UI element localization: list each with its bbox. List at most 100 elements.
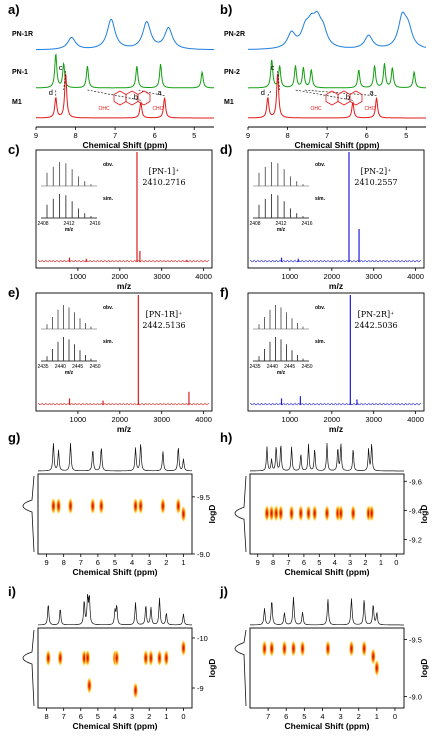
inset-x-label: m/z xyxy=(65,227,74,233)
ring xyxy=(325,90,339,106)
x-tick-label: 5 xyxy=(404,131,408,140)
peak-letter: c xyxy=(59,63,63,72)
panel-d: d) 1000 2000 3000 4000 m/z [PN-2]⁺ 2410.2557 obv… xyxy=(220,142,425,291)
dosy-spot xyxy=(325,640,331,657)
x-tick-label: 2 xyxy=(164,558,168,567)
panel-h: h) 9 8 7 6 5 4 3 2 1 0 Chemical Shift (ppm) -9.6 -9.4… xyxy=(220,430,429,577)
series-line xyxy=(248,11,427,50)
dosy-spot xyxy=(133,498,138,514)
x-tick-label: 3000 xyxy=(153,415,170,424)
x-tick-label: 3 xyxy=(339,712,343,721)
x-tick-label: 6 xyxy=(302,558,306,567)
y-tick-label: -9.6 xyxy=(409,477,422,486)
plot-frame xyxy=(37,473,193,555)
x-tick-label: 4000 xyxy=(407,272,424,281)
dosy-spot xyxy=(269,505,274,522)
annotation-ion: [PN-2]⁺ xyxy=(361,167,392,176)
x-axis-label: Chemical Shift (ppm) xyxy=(82,140,167,150)
x-tick-label: 3000 xyxy=(153,272,170,281)
series-line xyxy=(248,59,426,89)
annotation-ion: [PN-1]⁺ xyxy=(149,167,180,176)
isotope-inset: obv. sim. 2435 2440 2445 2450 m/z xyxy=(37,305,114,376)
x-tick-label: 4 xyxy=(130,558,134,567)
peak-letter: a xyxy=(369,88,374,97)
series-line xyxy=(36,53,214,89)
y-axis-label: logD xyxy=(419,505,429,524)
dosy-spot xyxy=(361,640,367,657)
x-tick-label: 1 xyxy=(375,712,379,721)
inset-sim-label: sim. xyxy=(103,196,114,202)
baseline xyxy=(250,259,421,263)
x-tick-label: 4000 xyxy=(407,415,424,424)
inset-obv-label: obv. xyxy=(103,162,114,168)
x-tick-label: 3 xyxy=(348,558,352,567)
dosy-spot xyxy=(157,650,162,666)
isotope-inset: obv. sim. 2435 2440 2445 2450 m/z xyxy=(249,305,326,376)
x-tick-label: 6 xyxy=(79,712,83,721)
panel-label: g) xyxy=(8,430,20,445)
projection-spectrum xyxy=(250,442,404,472)
molecule-structure: OHC CHO xyxy=(310,90,376,112)
dosy-spot xyxy=(289,505,294,522)
x-tick-label: 6 xyxy=(153,131,157,140)
dosy-spot xyxy=(350,505,356,522)
dosy-spot xyxy=(114,650,120,666)
series-label: M1 xyxy=(12,99,22,106)
x-tick-label: 0 xyxy=(393,712,397,721)
molecule-label: CHO xyxy=(152,106,163,112)
inset-x-label: m/z xyxy=(277,370,286,376)
x-tick-label: 4 xyxy=(113,712,117,721)
x-tick-label: 2 xyxy=(357,712,361,721)
dosy-spot xyxy=(181,506,186,522)
x-tick-label: 0 xyxy=(181,712,185,721)
x-tick-label: 1 xyxy=(379,558,383,567)
annotation-ion: [PN-2R]⁺ xyxy=(358,310,395,319)
x-tick-label: 1000 xyxy=(282,415,299,424)
x-tick-label: 4000 xyxy=(195,272,212,281)
x-tick-label: 1 xyxy=(164,712,168,721)
dosy-spot xyxy=(57,650,63,666)
dosy-spot xyxy=(160,498,166,514)
panel-g: g) 9 8 7 6 5 4 3 2 1 Chemical Shift (ppm) -9.5 -9.0 l… xyxy=(8,430,217,577)
dosy-spot xyxy=(138,498,144,514)
molecule-label: CHO xyxy=(364,106,375,112)
projection-spectrum xyxy=(38,593,192,626)
dosy-spot xyxy=(262,640,267,657)
dosy-spot xyxy=(85,650,91,666)
panel-e: e) 1000 2000 3000 4000 m/z [PN-1R]⁺ 2442.5136 ob… xyxy=(8,285,213,434)
baseline xyxy=(38,259,209,263)
ring xyxy=(137,90,151,106)
dosy-spot xyxy=(269,640,275,657)
inset-tick-label: 2408 xyxy=(249,221,260,227)
series-line xyxy=(35,73,214,119)
x-tick-label: 9 xyxy=(34,131,38,140)
x-tick-label: 7 xyxy=(325,131,329,140)
x-tick-label: 3 xyxy=(147,558,151,567)
series-label: PN-1R xyxy=(12,31,33,38)
ring xyxy=(113,90,127,106)
x-tick-label: 0 xyxy=(394,558,398,567)
x-axis-label: m/z xyxy=(117,281,131,291)
correlation-line xyxy=(136,89,165,97)
dosy-spot xyxy=(291,640,296,657)
dosy-spot xyxy=(374,660,380,676)
x-axis-label: Chemical Shift (ppm) xyxy=(294,140,379,150)
x-tick-label: 2000 xyxy=(323,415,340,424)
annotation-mass: 2410.2557 xyxy=(354,178,397,187)
dosy-spot xyxy=(282,640,287,657)
dosy-spot xyxy=(148,650,154,666)
plot-frame xyxy=(37,627,193,709)
x-tick-label: 6 xyxy=(365,131,369,140)
panel-label: a) xyxy=(8,2,20,17)
y-tick-label: -9.2 xyxy=(409,535,422,544)
peak-letter: b xyxy=(134,92,138,101)
isotope-inset: obv. sim. 2408 2412 2416 m/z xyxy=(37,162,114,233)
x-axis-label: m/z xyxy=(329,281,343,291)
baseline xyxy=(250,402,421,406)
dosy-spot xyxy=(338,505,344,522)
x-tick-label: 5 xyxy=(192,131,196,140)
inset-tick-label: 2440 xyxy=(55,364,66,370)
peak-letter: a xyxy=(157,88,162,97)
